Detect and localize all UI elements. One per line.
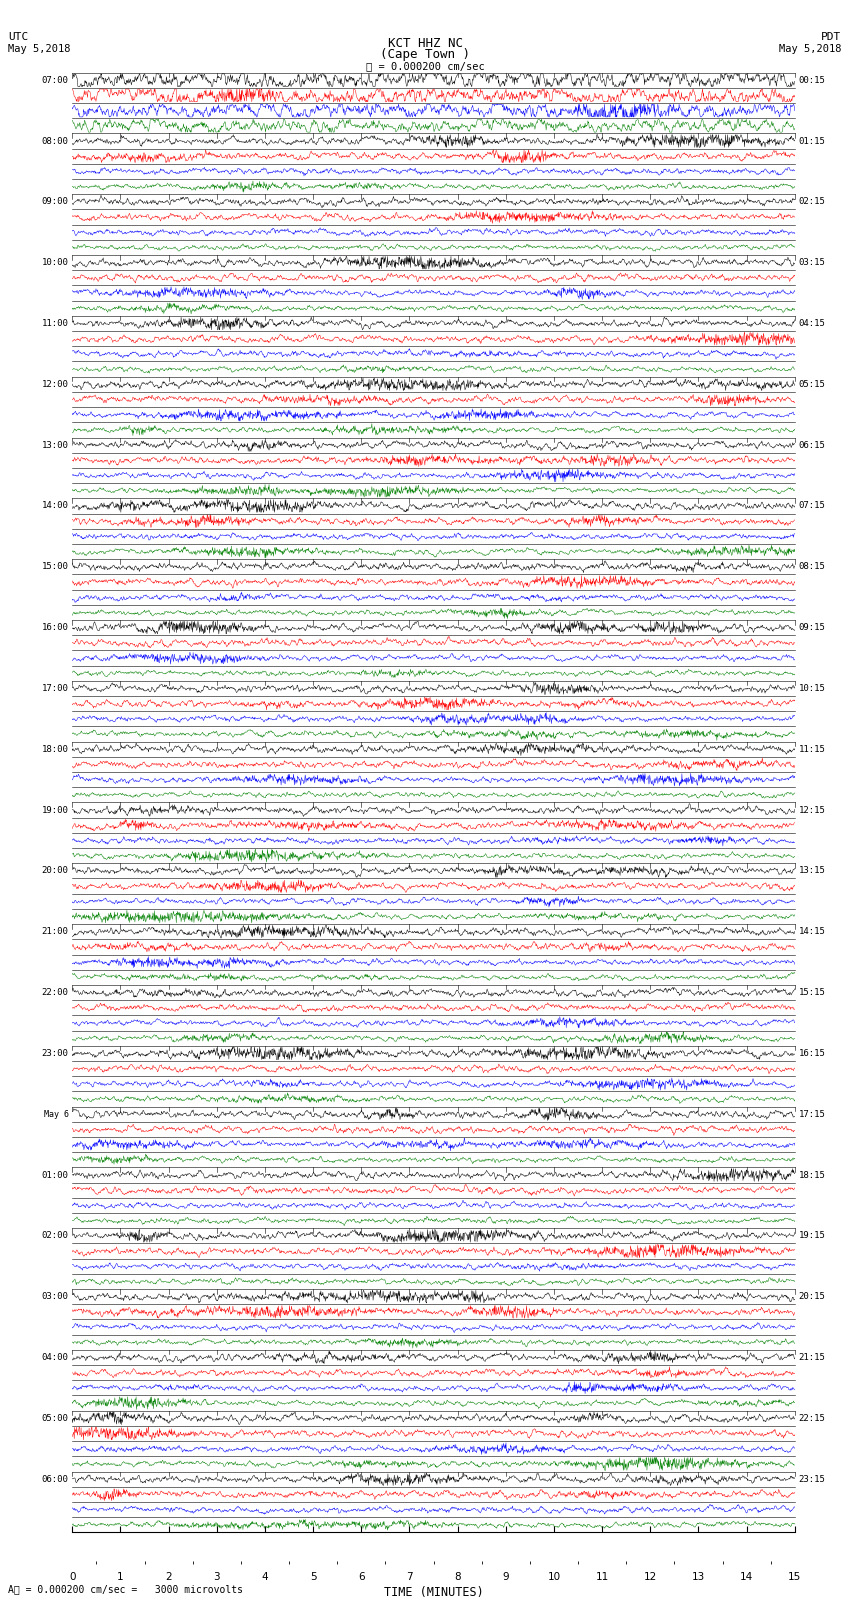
Text: 08:15: 08:15 <box>798 563 825 571</box>
Text: 17:15: 17:15 <box>798 1110 825 1119</box>
Text: 00:15: 00:15 <box>798 76 825 85</box>
Text: 20:00: 20:00 <box>42 866 69 876</box>
Text: 22:15: 22:15 <box>798 1415 825 1423</box>
Text: PDT: PDT <box>821 32 842 42</box>
Text: 04:00: 04:00 <box>42 1353 69 1361</box>
Text: 05:00: 05:00 <box>42 1415 69 1423</box>
X-axis label: TIME (MINUTES): TIME (MINUTES) <box>383 1586 484 1598</box>
Text: 15:15: 15:15 <box>798 989 825 997</box>
Text: May 5,2018: May 5,2018 <box>779 44 842 53</box>
Text: 13:00: 13:00 <box>42 440 69 450</box>
Text: 16:15: 16:15 <box>798 1048 825 1058</box>
Text: 02:00: 02:00 <box>42 1231 69 1240</box>
Text: 03:00: 03:00 <box>42 1292 69 1302</box>
Text: ⏐ = 0.000200 cm/sec: ⏐ = 0.000200 cm/sec <box>366 61 484 71</box>
Text: 11:15: 11:15 <box>798 745 825 753</box>
Text: UTC: UTC <box>8 32 29 42</box>
Text: 07:00: 07:00 <box>42 76 69 85</box>
Text: 22:00: 22:00 <box>42 989 69 997</box>
Text: 21:00: 21:00 <box>42 927 69 936</box>
Text: 10:00: 10:00 <box>42 258 69 268</box>
Text: 04:15: 04:15 <box>798 319 825 327</box>
Text: 01:00: 01:00 <box>42 1171 69 1179</box>
Text: 03:15: 03:15 <box>798 258 825 268</box>
Text: 17:00: 17:00 <box>42 684 69 694</box>
Text: 14:00: 14:00 <box>42 502 69 510</box>
Text: 02:15: 02:15 <box>798 197 825 206</box>
Text: 05:15: 05:15 <box>798 379 825 389</box>
Text: 08:00: 08:00 <box>42 137 69 145</box>
Text: 18:00: 18:00 <box>42 745 69 753</box>
Text: 21:15: 21:15 <box>798 1353 825 1361</box>
Text: 06:00: 06:00 <box>42 1474 69 1484</box>
Text: 15:00: 15:00 <box>42 563 69 571</box>
Text: 23:00: 23:00 <box>42 1048 69 1058</box>
Text: 01:15: 01:15 <box>798 137 825 145</box>
Text: (Cape Town ): (Cape Town ) <box>380 48 470 61</box>
Text: 06:15: 06:15 <box>798 440 825 450</box>
Text: 07:15: 07:15 <box>798 502 825 510</box>
Text: May 6: May 6 <box>43 1110 69 1119</box>
Text: May 5,2018: May 5,2018 <box>8 44 71 53</box>
Text: 12:00: 12:00 <box>42 379 69 389</box>
Text: A⏐ = 0.000200 cm/sec =   3000 microvolts: A⏐ = 0.000200 cm/sec = 3000 microvolts <box>8 1584 243 1594</box>
Text: 09:00: 09:00 <box>42 197 69 206</box>
Text: 13:15: 13:15 <box>798 866 825 876</box>
Text: 12:15: 12:15 <box>798 805 825 815</box>
Text: 23:15: 23:15 <box>798 1474 825 1484</box>
Text: 20:15: 20:15 <box>798 1292 825 1302</box>
Text: 14:15: 14:15 <box>798 927 825 936</box>
Text: 16:00: 16:00 <box>42 623 69 632</box>
Text: 11:00: 11:00 <box>42 319 69 327</box>
Text: 19:15: 19:15 <box>798 1231 825 1240</box>
Text: 18:15: 18:15 <box>798 1171 825 1179</box>
Text: KCT HHZ NC: KCT HHZ NC <box>388 37 462 50</box>
Text: 10:15: 10:15 <box>798 684 825 694</box>
Text: 09:15: 09:15 <box>798 623 825 632</box>
Text: 19:00: 19:00 <box>42 805 69 815</box>
